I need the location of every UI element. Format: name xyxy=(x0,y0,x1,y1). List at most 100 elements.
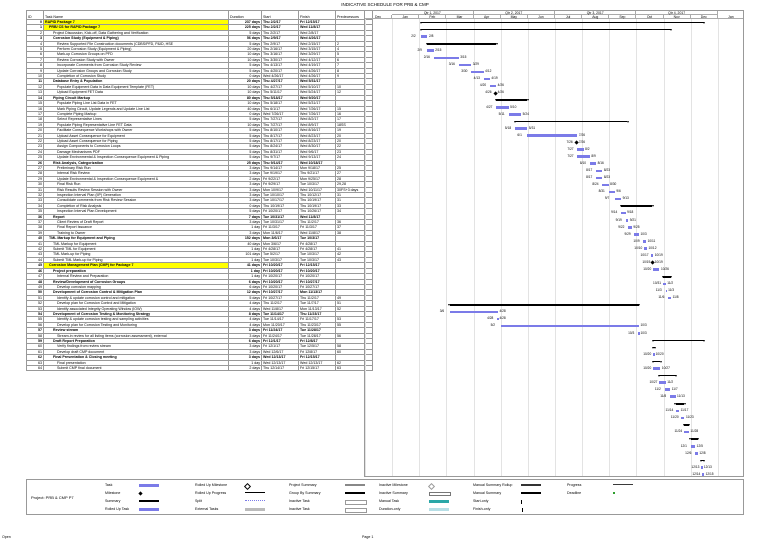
gantt-chart[interactable]: Qtr 1, 2017 Qtr 2, 2017 Qtr 3, 2017 Qtr 4, … xyxy=(364,10,744,477)
task-bar[interactable] xyxy=(690,444,696,448)
column-header-duration[interactable]: Duration xyxy=(228,10,262,20)
task-bar[interactable] xyxy=(665,289,668,293)
timeline-gridline xyxy=(636,19,638,476)
summary-bar[interactable] xyxy=(419,28,673,31)
task-bar[interactable] xyxy=(634,233,639,236)
task-start[interactable]: Thu 12/14/17 xyxy=(261,364,299,372)
task-bar[interactable] xyxy=(421,35,428,38)
task-bar[interactable] xyxy=(675,409,680,413)
task-bar[interactable] xyxy=(625,218,629,222)
bar-finish-label: 11/2 xyxy=(667,379,674,384)
task-bar[interactable] xyxy=(621,211,626,215)
task-bar[interactable] xyxy=(483,77,490,81)
summary-bar[interactable] xyxy=(448,304,641,306)
table-row[interactable]: 64 Submit CMP final document 2 days Thu 12/… xyxy=(26,364,373,372)
task-bar[interactable] xyxy=(670,395,676,399)
task-bar[interactable] xyxy=(608,190,615,194)
table-row[interactable]: 2 Project Discussion, Kick-off, Data Gath… xyxy=(26,29,373,37)
summary-bar[interactable] xyxy=(652,346,656,349)
table-row[interactable]: 1 PRB/ CS for RAPID Package 7 225 days Thu … xyxy=(26,24,373,31)
column-header-finish[interactable]: Finish xyxy=(298,10,336,20)
task-bar[interactable] xyxy=(514,127,528,130)
task-bar[interactable] xyxy=(458,63,472,67)
bar-finish-label: 3/29 xyxy=(472,62,479,67)
task-bar[interactable] xyxy=(496,105,509,109)
task-bar[interactable] xyxy=(433,56,459,60)
summary-bar[interactable] xyxy=(658,374,677,377)
task-bar[interactable] xyxy=(602,183,609,187)
task-bar[interactable] xyxy=(684,430,689,434)
table-row[interactable]: 11 Database Entry & Population 20 days Thu … xyxy=(26,78,373,85)
table-row[interactable]: 54 Development of Corrosion Testing & Mon… xyxy=(26,310,373,318)
task-bar[interactable] xyxy=(638,331,640,335)
task-duration[interactable]: 2 days xyxy=(228,364,262,372)
task-bar[interactable] xyxy=(659,381,666,384)
task-bar[interactable] xyxy=(702,473,705,476)
summary-bar[interactable] xyxy=(689,438,700,440)
task-bar[interactable] xyxy=(643,240,647,243)
summary-bar[interactable] xyxy=(682,424,691,426)
table-row[interactable]: 14 Piping Circuit Markup 80 days Thu 5/18/1… xyxy=(26,94,373,102)
summary-bar[interactable] xyxy=(651,339,706,342)
bar-start-label: 10/3 xyxy=(628,330,635,335)
task-bar[interactable] xyxy=(527,134,578,137)
legend-symbol xyxy=(138,491,143,496)
task-bar[interactable] xyxy=(668,296,672,300)
task-bar[interactable] xyxy=(663,282,666,286)
table-row[interactable]: 16 Mark Piping Circuit, Update Legends an… xyxy=(26,105,373,112)
task-bar[interactable] xyxy=(500,324,639,328)
table-row[interactable]: 12 Populate Equipment Data in Data Equipm… xyxy=(26,83,373,91)
task-bar[interactable] xyxy=(489,84,497,88)
bar-finish-label: 7/26 xyxy=(578,139,586,144)
task-id[interactable]: 64 xyxy=(26,364,44,372)
task-bar[interactable] xyxy=(701,466,703,469)
table-row[interactable]: 55 Identify & update corrosion testing an… xyxy=(26,316,373,323)
task-bar[interactable] xyxy=(427,49,434,53)
task-predecessors[interactable]: 30FS+3 days xyxy=(335,186,373,194)
summary-bar[interactable] xyxy=(619,205,654,207)
task-bar[interactable] xyxy=(589,162,597,166)
table-row[interactable]: 33 Consolidate comments from Risk Review … xyxy=(26,197,373,204)
table-row[interactable]: 3 Corrosion Study (Equipment & Piping) 56 … xyxy=(26,35,373,42)
column-header-start[interactable]: Start xyxy=(261,10,299,20)
legend-item-label: Start-only xyxy=(473,499,489,503)
column-header-id[interactable]: ID xyxy=(26,10,44,20)
table-row[interactable]: 61 Develop draft CMP document 3 days Wed 12… xyxy=(26,348,373,356)
task-bar[interactable] xyxy=(653,367,661,370)
task-bar[interactable] xyxy=(653,268,660,271)
table-header-row: ID Task Name Duration Start Finish Prede… xyxy=(26,10,373,20)
summary-bar[interactable] xyxy=(661,275,673,278)
task-bar[interactable] xyxy=(471,70,484,74)
bar-finish-label: 11/23 xyxy=(685,415,694,420)
column-header-name[interactable]: Task Name xyxy=(43,10,229,20)
summary-bar[interactable] xyxy=(513,120,630,123)
task-finish[interactable]: Fri 12/15/17 xyxy=(298,364,336,372)
task-bar[interactable] xyxy=(577,155,590,158)
table-row[interactable]: 25 Update Environmental & Inspection Cons… xyxy=(26,154,373,161)
task-bar[interactable] xyxy=(449,310,498,314)
summary-bar[interactable] xyxy=(700,459,706,462)
task-bar[interactable] xyxy=(577,148,584,151)
task-bar[interactable] xyxy=(650,254,654,257)
table-row[interactable]: 58 Stream-in review for all listing items… xyxy=(26,332,373,340)
task-bar[interactable] xyxy=(596,176,603,180)
timeline-month: Dec xyxy=(365,15,393,19)
task-bar[interactable] xyxy=(653,353,655,356)
summary-bar[interactable] xyxy=(419,21,706,24)
task-bar[interactable] xyxy=(680,416,685,420)
summary-bar[interactable] xyxy=(674,403,686,405)
timeline-month: Sep xyxy=(609,15,637,19)
task-bar[interactable] xyxy=(596,169,603,173)
summary-bar[interactable] xyxy=(426,42,498,45)
summary-bar[interactable] xyxy=(651,360,662,363)
task-bar[interactable] xyxy=(664,388,671,392)
summary-bar[interactable] xyxy=(494,99,530,101)
task-bar[interactable] xyxy=(614,197,622,201)
task-bar[interactable] xyxy=(695,451,698,455)
task-bar[interactable] xyxy=(644,247,647,250)
task-bar[interactable] xyxy=(628,226,632,229)
task-bar[interactable] xyxy=(497,317,499,321)
task-bar[interactable] xyxy=(508,113,522,116)
task-name[interactable]: Submit CMP final document xyxy=(43,364,229,372)
task-predecessors[interactable]: 63 xyxy=(335,364,373,372)
